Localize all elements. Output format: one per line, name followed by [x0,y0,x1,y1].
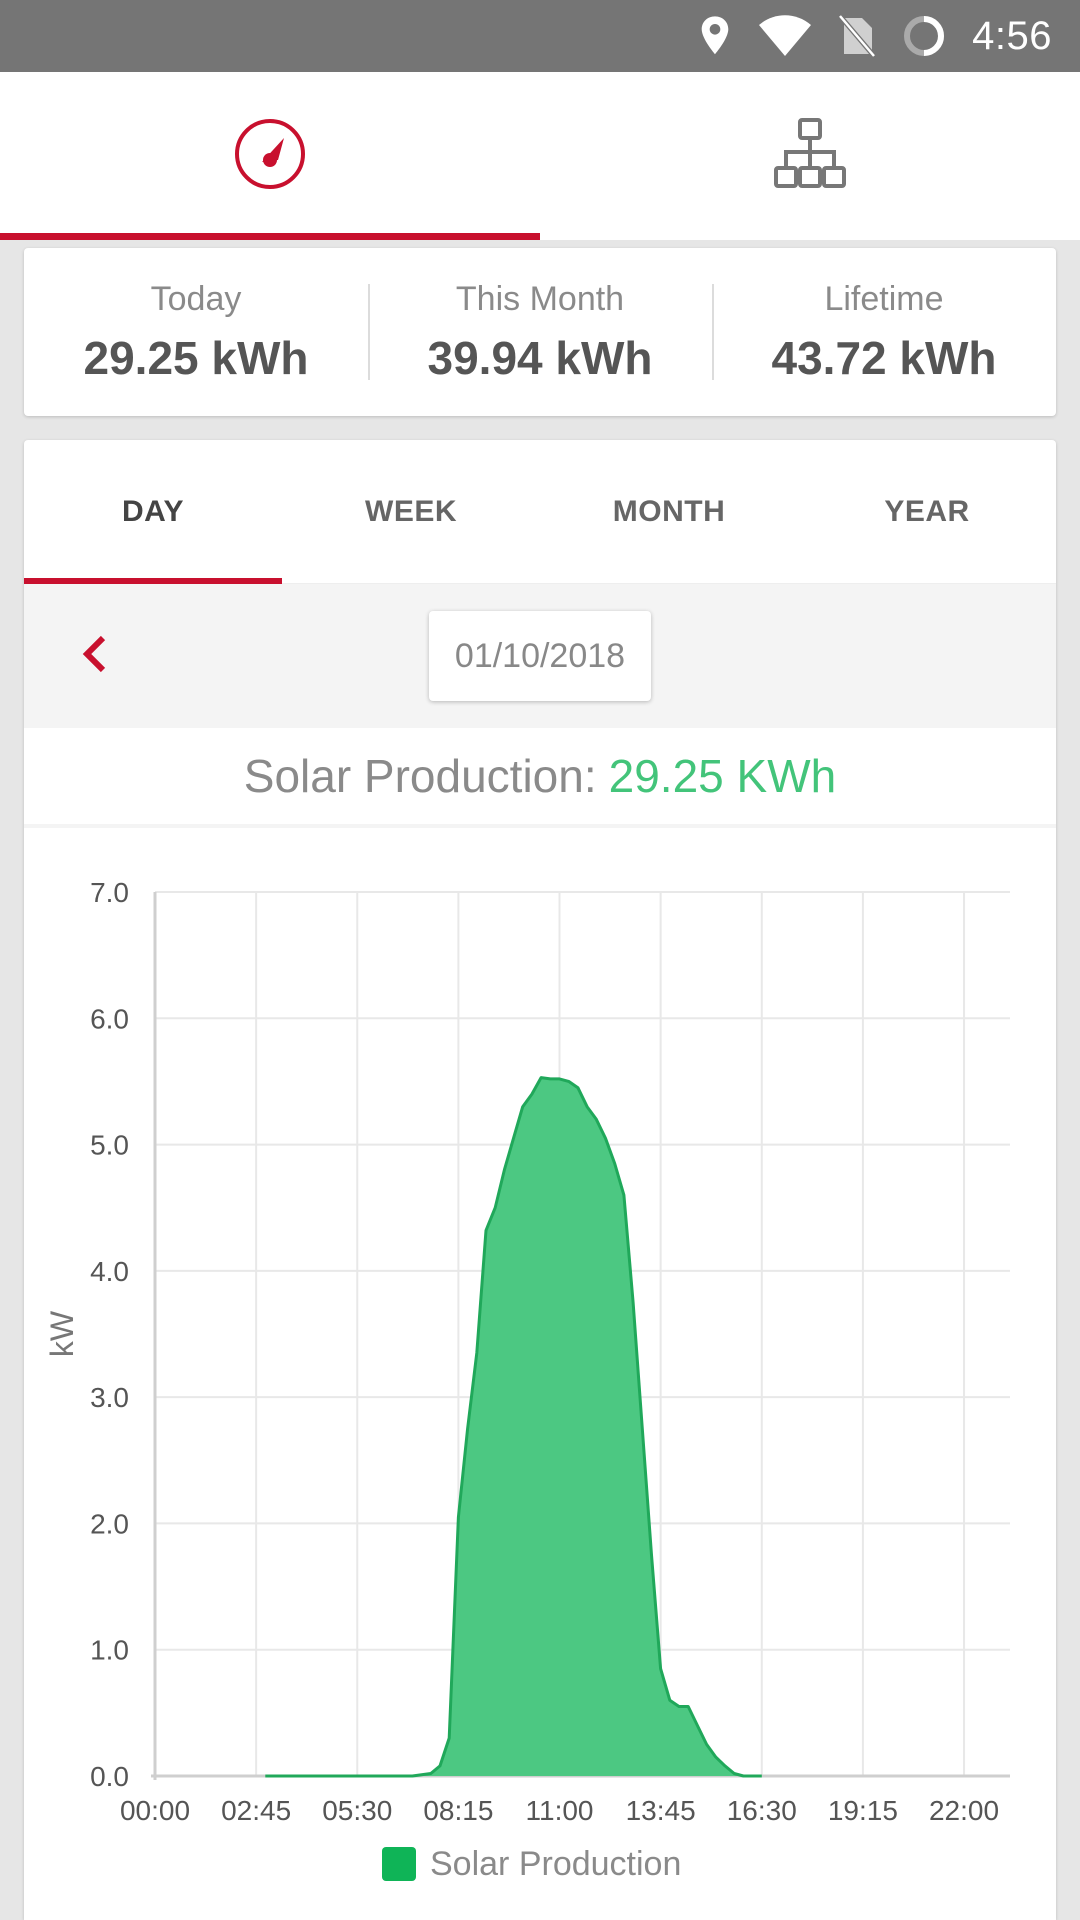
top-navigation [0,72,1080,240]
sync-icon [902,14,946,58]
y-tick-label: 4.0 [90,1256,129,1287]
production-chart: 0.0 1.0 2.0 3.0 4.0 5.0 6.0 7.0 00:00 02:45 05:30 0… [24,828,1056,1916]
x-tick-label: 19:15 [828,1795,898,1826]
date-navigation: 01/10/2018 [24,584,1056,728]
x-tick-label: 00:00 [120,1795,190,1826]
y-tick-label: 3.0 [90,1382,129,1413]
legend-swatch [382,1847,416,1881]
summary-lifetime-value: 43.72 kWh [771,331,997,384]
y-tick-label: 2.0 [90,1508,129,1539]
tab-dashboard[interactable] [0,72,540,240]
summary-today-value: 29.25 kWh [83,331,309,384]
summary-lifetime-label: Lifetime [824,279,944,318]
tab-week[interactable]: WEEK [365,494,457,528]
x-tick-label: 11:00 [526,1795,594,1826]
x-tick-label: 05:30 [322,1795,392,1826]
wifi-icon [758,15,812,57]
y-tick-label: 6.0 [90,1003,129,1034]
tab-day[interactable]: DAY [24,440,282,584]
production-value: 29.25 KWh [608,750,837,802]
series-line-solar-production [265,1076,762,1778]
previous-date-button[interactable] [74,631,114,681]
period-tabs: DAY WEEK MONTH YEAR [24,440,1056,584]
date-picker-button[interactable]: 01/10/2018 [428,611,652,701]
production-label: Solar Production: [243,750,597,802]
no-sim-icon [838,14,877,58]
summary-today-label: Today [150,279,242,318]
gauge-icon [232,116,308,197]
location-pin-icon [698,15,732,57]
summary-lifetime: Lifetime 43.72 kWh [712,248,1056,416]
x-tick-label: 22:00 [929,1795,999,1826]
y-tick-label: 7.0 [90,877,129,908]
tab-year[interactable]: YEAR [884,494,970,528]
summary-month-value: 39.94 kWh [427,331,653,384]
summary-month-label: This Month [455,279,625,318]
y-tick-label: 0.0 [90,1761,129,1792]
chevron-left-icon [81,634,107,679]
energy-summary-card: Today 29.25 kWh This Month 39.94 kWh Lif… [24,248,1056,416]
y-tick-label: 5.0 [90,1130,129,1161]
production-chart-card: DAY WEEK MONTH YEAR 01/10/2018 Solar Pro… [24,440,1056,1920]
series-area-solar-production [265,1077,762,1776]
area-chart: 0.0 1.0 2.0 3.0 4.0 5.0 6.0 7.0 00:00 02:45 05:30 0… [44,877,1010,1883]
y-axis-label: kW [44,1310,80,1357]
x-tick-label: 02:45 [221,1795,291,1826]
x-tick-label: 13:45 [626,1795,696,1826]
y-tick-label: 1.0 [90,1635,129,1666]
summary-this-month: This Month 39.94 kWh [368,248,712,416]
legend-label: Solar Production [430,1845,681,1883]
summary-today: Today 29.25 kWh [24,248,368,416]
status-bar: 4:56 [0,0,1080,72]
x-tick-label: 08:15 [423,1795,493,1826]
x-tick-label: 16:30 [727,1795,797,1826]
production-total: Solar Production: 29.25 KWh [24,728,1056,828]
network-tree-icon [772,116,848,197]
tab-layout[interactable] [540,72,1080,240]
status-time: 4:56 [972,13,1052,58]
tab-month[interactable]: MONTH [612,494,726,528]
